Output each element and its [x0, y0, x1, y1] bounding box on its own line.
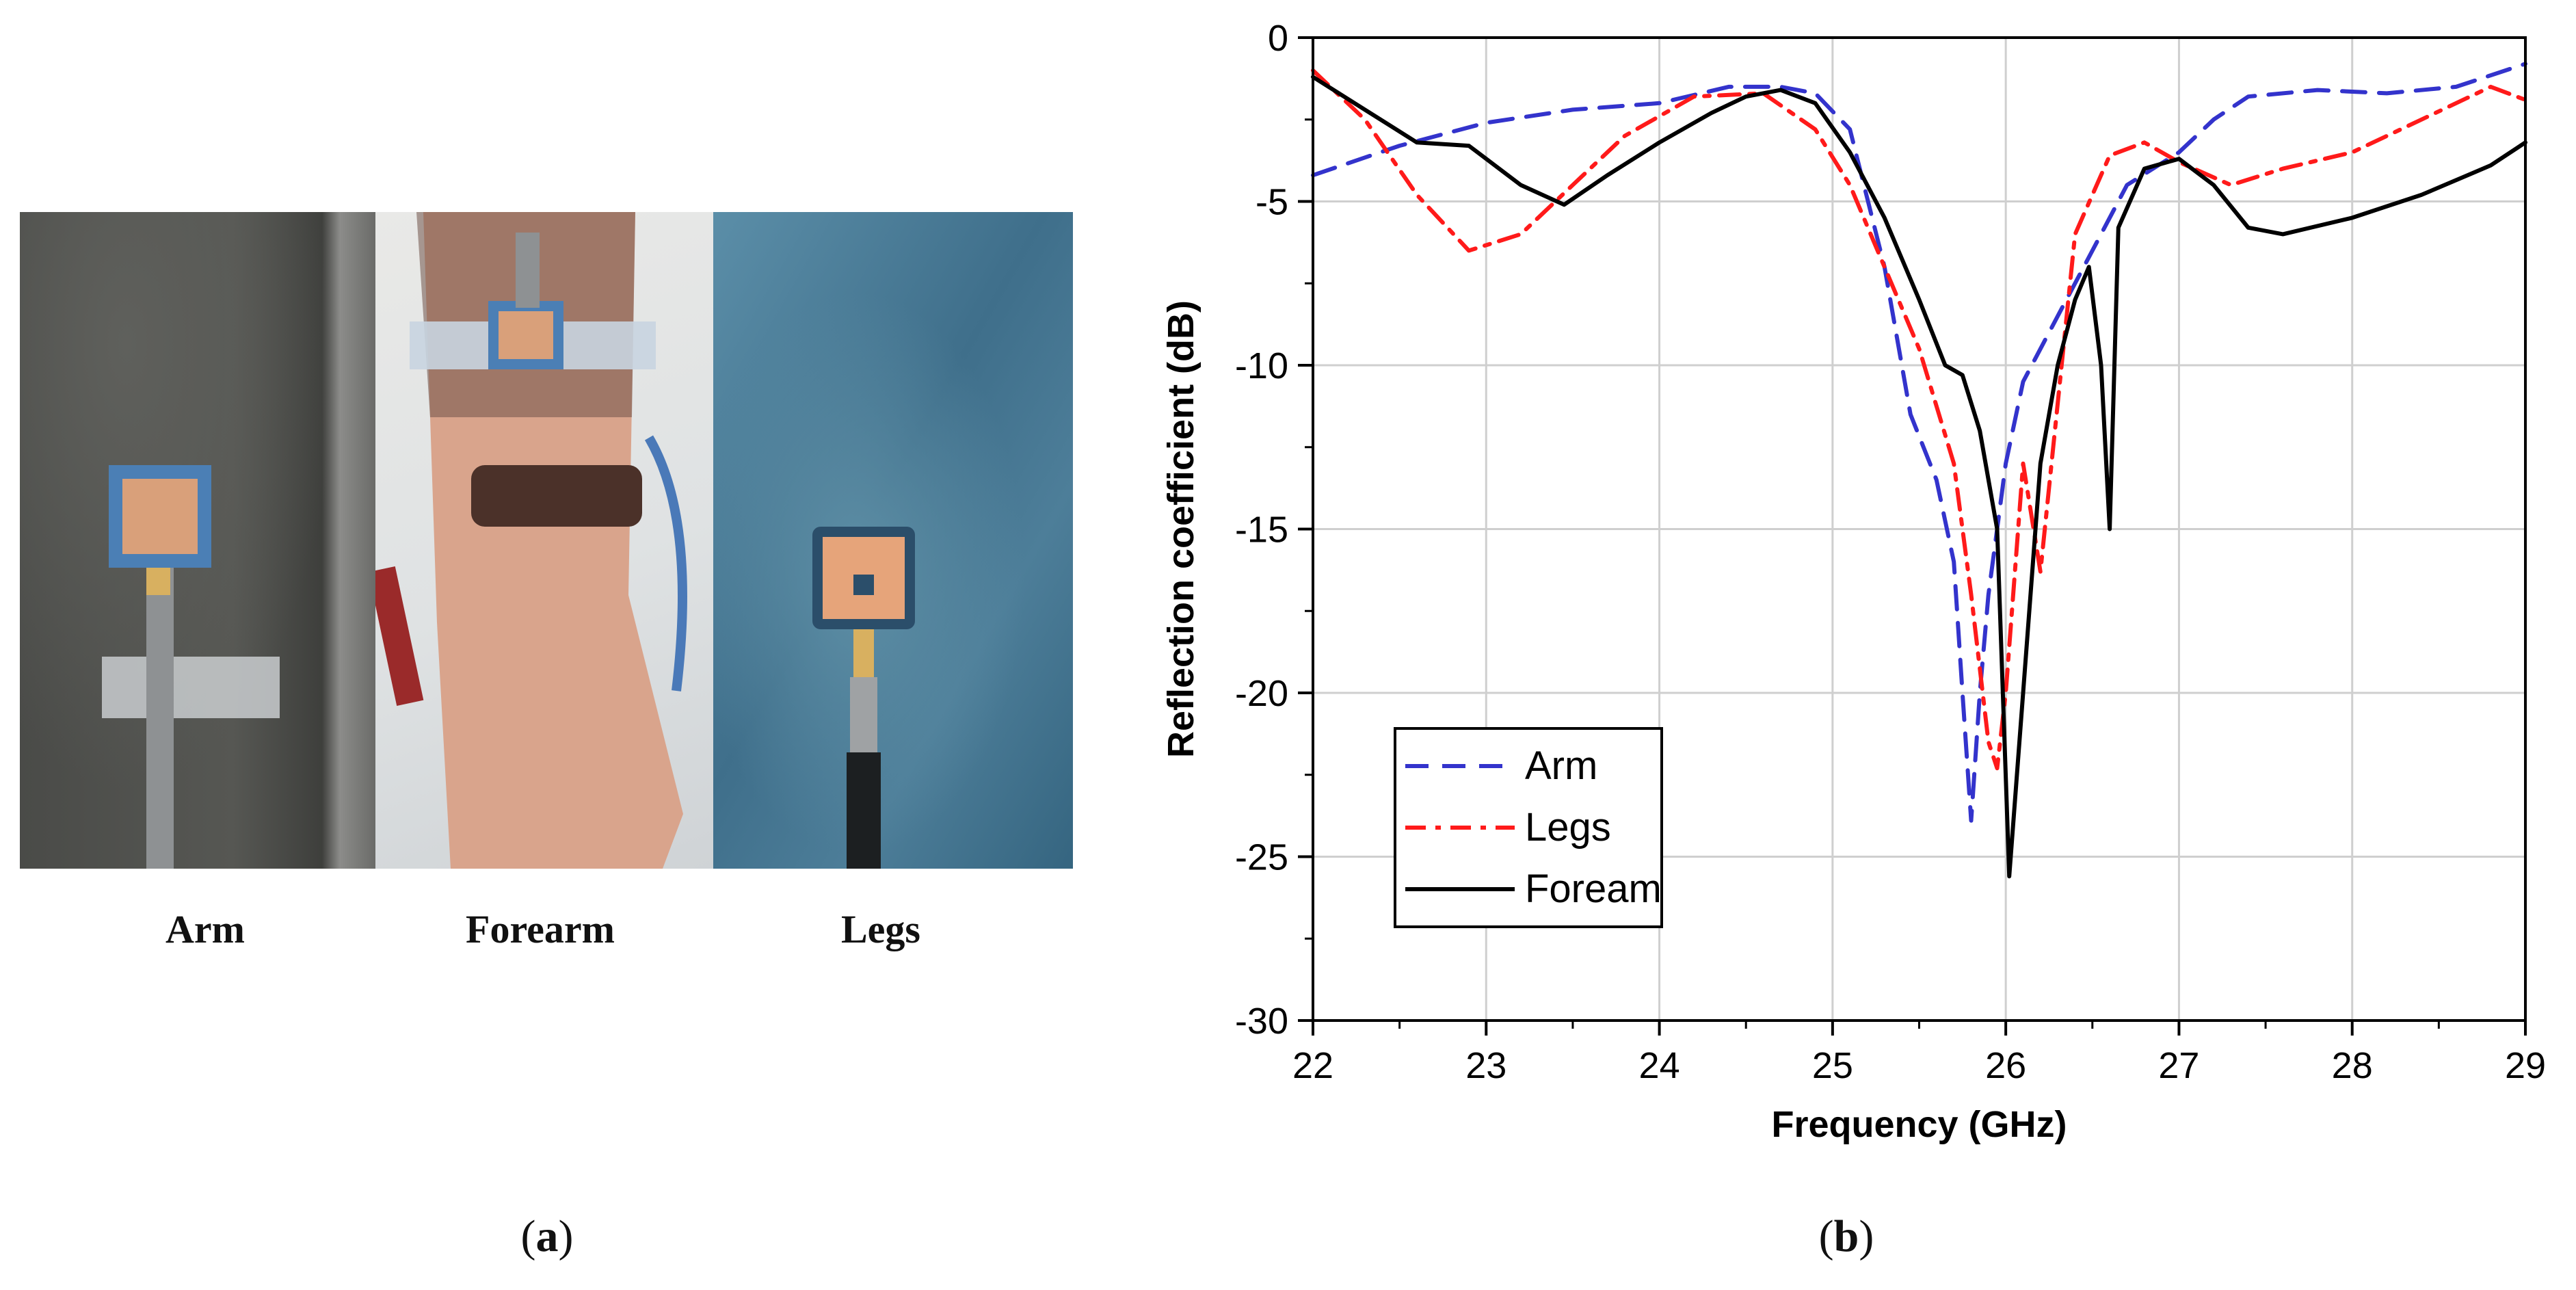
watch-band	[471, 465, 642, 527]
x-tick-label: 23	[1465, 1045, 1506, 1086]
y-tick-label: -20	[1235, 673, 1288, 714]
red-tube	[375, 566, 424, 706]
antenna-patch	[499, 311, 553, 359]
photo-legs	[713, 212, 1073, 869]
legend-label-legs: Legs	[1525, 805, 1611, 850]
panel-a-label: (a)	[520, 1211, 574, 1261]
tape	[102, 657, 280, 718]
series-line-foream	[1311, 75, 2527, 879]
legend: Arm Legs Foream	[1394, 727, 1663, 928]
y-axis-label: Reflection coefficient (dB)	[1160, 300, 1201, 758]
arm-photo-drawing	[102, 465, 280, 869]
panel-b-letter: b	[1833, 1211, 1859, 1261]
x-axis-label: Frequency (GHz)	[1771, 1104, 2067, 1145]
antenna-patch	[122, 479, 198, 554]
series-line-legs	[1311, 68, 2527, 771]
forearm-photo-drawing	[375, 212, 687, 869]
caption-forearm: Forearm	[466, 907, 615, 951]
photo-forearm	[375, 212, 713, 869]
photo-arm	[20, 212, 375, 869]
y-tick-label: -30	[1235, 1001, 1288, 1042]
antenna-slot	[853, 575, 874, 595]
caption-arm: Arm	[165, 907, 245, 951]
axis-ticks: 22 23 24 25 26 27 28 29 0 -5 -10 -15 -20 -25 -30	[1235, 18, 2546, 1086]
x-tick-label: 24	[1639, 1045, 1680, 1086]
y-tick-label: -5	[1256, 182, 1288, 223]
connector	[516, 233, 540, 308]
x-tick-label: 25	[1812, 1045, 1853, 1086]
legend-label-foream: Foream	[1525, 867, 1662, 911]
series-line-arm	[1311, 62, 2527, 823]
x-tick-label: 29	[2505, 1045, 2546, 1086]
y-tick-label: -15	[1235, 510, 1288, 551]
cable	[847, 752, 881, 869]
caption-legs: Legs	[841, 907, 920, 951]
panel-b-label: (b)	[1818, 1211, 1874, 1261]
legend-label-arm: Arm	[1525, 743, 1597, 788]
y-tick-label: -10	[1235, 345, 1288, 386]
legs-photo-drawing	[812, 527, 915, 869]
series-lines	[1311, 62, 2527, 879]
x-tick-label: 28	[2332, 1045, 2373, 1086]
connector-steel	[850, 677, 877, 752]
x-tick-label: 26	[1985, 1045, 2026, 1086]
panel-a-letter: a	[535, 1211, 559, 1261]
x-tick-label: 27	[2158, 1045, 2199, 1086]
cable	[146, 568, 174, 869]
connector	[146, 568, 170, 595]
x-tick-label: 22	[1292, 1045, 1333, 1086]
connector-gold	[853, 629, 874, 677]
y-tick-label: 0	[1268, 18, 1288, 59]
y-tick-label: -25	[1235, 837, 1288, 878]
blue-cable	[644, 435, 687, 692]
